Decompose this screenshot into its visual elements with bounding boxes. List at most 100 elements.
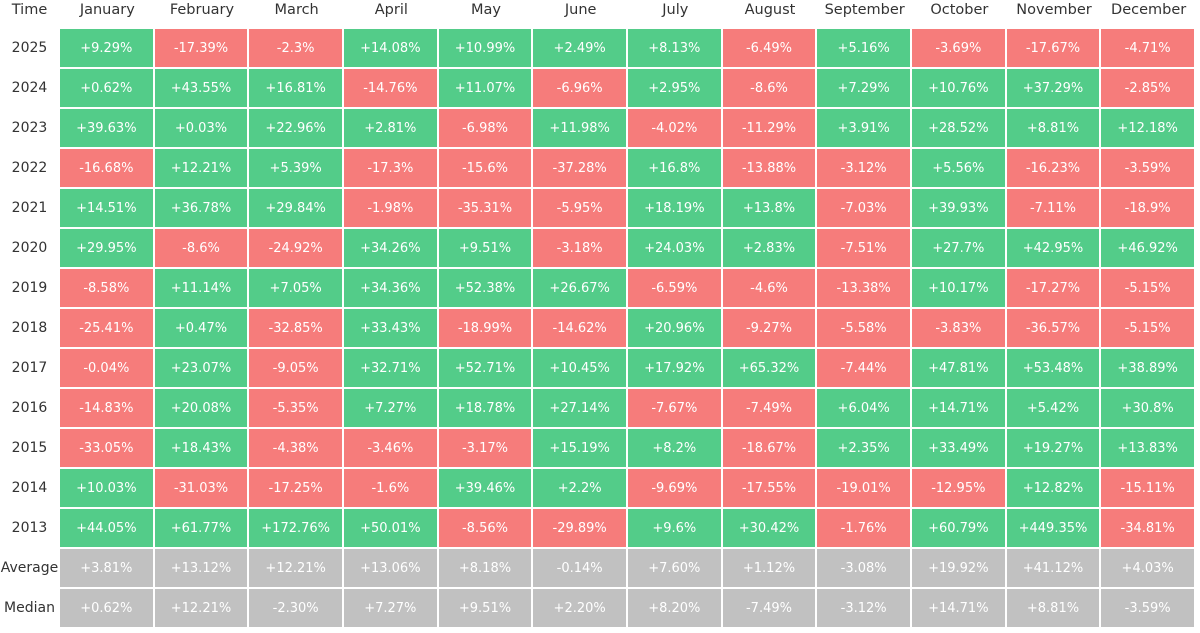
value-cell: -1.6% bbox=[344, 469, 437, 507]
value-cell: +10.45% bbox=[533, 349, 626, 387]
value-cell: +10.03% bbox=[60, 469, 153, 507]
value-cell: +2.95% bbox=[628, 69, 721, 107]
value-cell: -7.44% bbox=[817, 349, 910, 387]
value-cell: +5.39% bbox=[249, 149, 342, 187]
column-header: January bbox=[79, 1, 135, 18]
value-cell: +18.19% bbox=[628, 189, 721, 227]
value-cell: +4.03% bbox=[1101, 549, 1194, 587]
value-cell: +46.92% bbox=[1101, 229, 1194, 267]
row-label: 2022 bbox=[11, 160, 48, 176]
value-cell: +20.96% bbox=[628, 309, 721, 347]
value-cell: -18.9% bbox=[1101, 189, 1194, 227]
value-cell: -13.38% bbox=[817, 269, 910, 307]
value-cell: +53.48% bbox=[1006, 349, 1100, 387]
value-cell: -1.76% bbox=[817, 509, 910, 547]
value-cell: -32.85% bbox=[249, 309, 342, 347]
value-cell: -4.6% bbox=[722, 269, 816, 307]
value-cell: +17.92% bbox=[628, 349, 721, 387]
value-cell: -0.14% bbox=[533, 549, 626, 587]
value-cell: +11.07% bbox=[438, 69, 532, 107]
value-cell: -14.76% bbox=[344, 69, 437, 107]
value-cell: +43.55% bbox=[154, 69, 248, 107]
value-cell: -2.3% bbox=[249, 29, 342, 67]
value-cell: -4.71% bbox=[1101, 29, 1194, 67]
value-cell: +3.81% bbox=[60, 549, 153, 587]
value-cell: -9.05% bbox=[249, 349, 342, 387]
value-cell: +37.29% bbox=[1006, 69, 1100, 107]
value-cell: -17.39% bbox=[154, 29, 248, 67]
value-cell: -2.85% bbox=[1101, 69, 1194, 107]
value-cell: +41.12% bbox=[1006, 549, 1100, 587]
value-cell: +39.63% bbox=[60, 109, 153, 147]
column-header: March bbox=[274, 1, 319, 18]
row-label: 2015 bbox=[11, 440, 48, 456]
value-cell: -12.95% bbox=[912, 469, 1005, 507]
value-cell: +5.56% bbox=[912, 149, 1005, 187]
value-cell: -14.62% bbox=[533, 309, 626, 347]
value-cell: +7.27% bbox=[344, 389, 437, 427]
column-header: April bbox=[374, 1, 408, 18]
value-cell: +16.81% bbox=[249, 69, 342, 107]
column-header: July bbox=[662, 1, 689, 18]
value-cell: +8.13% bbox=[628, 29, 721, 67]
value-cell: +9.51% bbox=[438, 229, 532, 267]
value-cell: +3.91% bbox=[817, 109, 910, 147]
value-cell: +30.42% bbox=[722, 509, 816, 547]
value-cell: +10.99% bbox=[438, 29, 532, 67]
value-cell: +2.81% bbox=[344, 109, 437, 147]
value-cell: +9.6% bbox=[628, 509, 721, 547]
value-cell: +7.27% bbox=[344, 589, 437, 627]
value-cell: +12.18% bbox=[1101, 109, 1194, 147]
value-cell: +18.78% bbox=[438, 389, 532, 427]
value-cell: -8.6% bbox=[154, 229, 248, 267]
value-cell: +12.21% bbox=[249, 549, 342, 587]
value-cell: +7.29% bbox=[817, 69, 910, 107]
value-cell: -3.18% bbox=[533, 229, 626, 267]
row-label: 2016 bbox=[11, 400, 48, 416]
value-cell: +50.01% bbox=[344, 509, 437, 547]
value-cell: -3.08% bbox=[817, 549, 910, 587]
value-cell: +16.8% bbox=[628, 149, 721, 187]
value-cell: -36.57% bbox=[1006, 309, 1100, 347]
value-cell: +12.21% bbox=[154, 149, 248, 187]
value-cell: +30.8% bbox=[1101, 389, 1194, 427]
column-header: August bbox=[744, 1, 796, 18]
value-cell: +0.62% bbox=[60, 69, 153, 107]
value-cell: -6.49% bbox=[722, 29, 816, 67]
value-cell: -8.56% bbox=[438, 509, 532, 547]
row-label: 2021 bbox=[11, 200, 48, 216]
value-cell: +1.12% bbox=[722, 549, 816, 587]
value-cell: -17.25% bbox=[249, 469, 342, 507]
value-cell: -3.83% bbox=[912, 309, 1005, 347]
row-label: 2017 bbox=[11, 360, 48, 376]
value-cell: +34.36% bbox=[344, 269, 437, 307]
row-label: 2018 bbox=[11, 320, 48, 336]
value-cell: +22.96% bbox=[249, 109, 342, 147]
value-cell: +2.35% bbox=[817, 429, 910, 467]
row-label: 2014 bbox=[11, 480, 48, 496]
column-header: February bbox=[169, 1, 235, 18]
value-cell: -18.67% bbox=[722, 429, 816, 467]
value-cell: -7.49% bbox=[722, 589, 816, 627]
value-cell: -34.81% bbox=[1101, 509, 1194, 547]
value-cell: +13.06% bbox=[344, 549, 437, 587]
value-cell: +36.78% bbox=[154, 189, 248, 227]
row-label: 2020 bbox=[11, 240, 48, 256]
value-cell: -15.11% bbox=[1101, 469, 1194, 507]
value-cell: -17.3% bbox=[344, 149, 437, 187]
value-cell: -31.03% bbox=[154, 469, 248, 507]
value-cell: +38.89% bbox=[1101, 349, 1194, 387]
value-cell: +2.49% bbox=[533, 29, 626, 67]
value-cell: +65.32% bbox=[722, 349, 816, 387]
row-label: Median bbox=[4, 600, 55, 616]
column-header: September bbox=[824, 1, 905, 18]
value-cell: +19.92% bbox=[912, 549, 1005, 587]
value-cell: +12.21% bbox=[154, 589, 248, 627]
value-cell: +19.27% bbox=[1006, 429, 1100, 467]
value-cell: -17.55% bbox=[722, 469, 816, 507]
value-cell: -29.89% bbox=[533, 509, 626, 547]
value-cell: -0.04% bbox=[60, 349, 153, 387]
value-cell: +42.95% bbox=[1006, 229, 1100, 267]
value-cell: +2.2% bbox=[533, 469, 626, 507]
value-cell: +33.49% bbox=[912, 429, 1005, 467]
